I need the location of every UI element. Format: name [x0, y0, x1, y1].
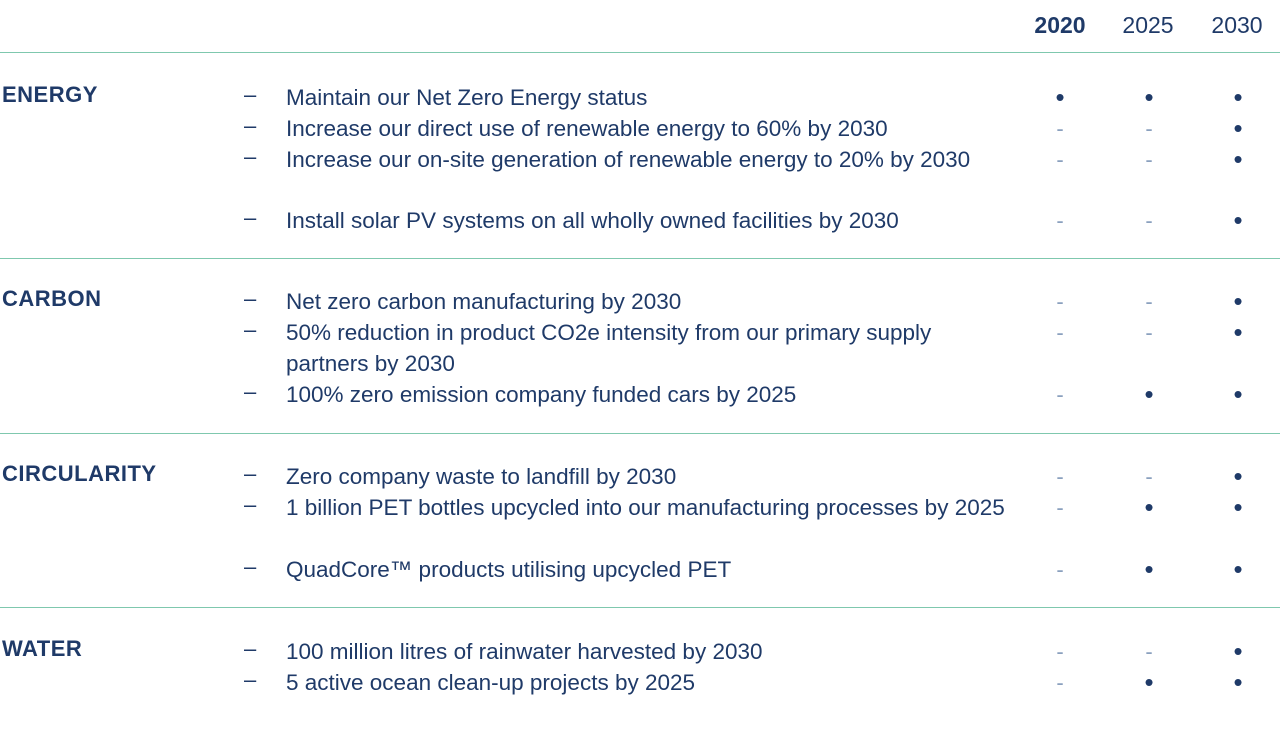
divider — [0, 607, 1280, 608]
status-2020: - — [1056, 670, 1064, 695]
status-2025: - — [1145, 639, 1153, 664]
divider — [0, 52, 1280, 53]
goal-text: 100% zero emission company funded cars b… — [286, 382, 797, 407]
status-2020: - — [1056, 495, 1064, 520]
dash-bullet: – — [244, 286, 257, 311]
goal-text: QuadCore™ products utilising upcycled PE… — [286, 557, 732, 582]
status-2030: • — [1233, 492, 1243, 522]
status-2030: • — [1233, 317, 1243, 347]
status-2025: • — [1144, 379, 1154, 409]
goal-text: Increase our direct use of renewable ene… — [286, 116, 888, 141]
status-2020: - — [1056, 464, 1064, 489]
status-2020: - — [1056, 382, 1064, 407]
goal-text: 5 active ocean clean-up projects by 2025 — [286, 670, 696, 695]
status-2020: - — [1056, 208, 1064, 233]
goal-text: Net zero carbon manufacturing by 2030 — [286, 289, 682, 314]
category-label: CIRCULARITY — [2, 461, 157, 486]
status-2030: • — [1233, 667, 1243, 697]
dash-bullet: – — [244, 636, 257, 661]
year-2020: 2020 — [1034, 12, 1086, 38]
category-label: CARBON — [2, 286, 102, 311]
dash-bullet: – — [244, 379, 257, 404]
status-2025: - — [1145, 208, 1153, 233]
divider — [0, 433, 1280, 434]
dash-bullet: – — [244, 144, 257, 169]
status-2020: - — [1056, 639, 1064, 664]
status-2025: - — [1145, 289, 1153, 314]
status-2030: • — [1233, 113, 1243, 143]
status-2020: - — [1056, 320, 1064, 345]
year-2025: 2025 — [1122, 12, 1174, 38]
dash-bullet: – — [244, 317, 257, 342]
year-2030: 2030 — [1211, 12, 1263, 38]
dash-bullet: – — [244, 82, 257, 107]
goal-text: Zero company waste to landfill by 2030 — [286, 464, 677, 489]
category-label: ENERGY — [2, 82, 98, 107]
status-2030: • — [1233, 554, 1243, 584]
category-label: WATER — [2, 636, 83, 661]
goal-text: Increase our on-site generation of renew… — [286, 147, 971, 172]
goal-text: 50% reduction in product CO2e intensity … — [286, 320, 932, 376]
year-header: 2020 2025 2030 — [0, 12, 1280, 46]
dash-bullet: – — [244, 554, 257, 579]
dash-bullet: – — [244, 492, 257, 517]
status-2025: - — [1145, 320, 1153, 345]
divider — [0, 258, 1280, 259]
status-2030: • — [1233, 144, 1243, 174]
status-2020: - — [1056, 116, 1064, 141]
status-2030: • — [1233, 286, 1243, 316]
dash-bullet: – — [244, 667, 257, 692]
goal-text: Maintain our Net Zero Energy status — [286, 85, 648, 110]
status-2020: - — [1056, 557, 1064, 582]
dash-bullet: – — [244, 461, 257, 486]
status-2025: • — [1144, 492, 1154, 522]
status-2025: • — [1144, 82, 1154, 112]
goal-text: 100 million litres of rainwater harveste… — [286, 639, 763, 664]
status-2025: - — [1145, 147, 1153, 172]
dash-bullet: – — [244, 113, 257, 138]
goal-text: Install solar PV systems on all wholly o… — [286, 208, 899, 233]
status-2020: - — [1056, 289, 1064, 314]
dash-bullet: – — [244, 205, 257, 230]
status-2025: - — [1145, 116, 1153, 141]
status-2030: • — [1233, 636, 1243, 666]
status-2020: • — [1055, 82, 1065, 112]
status-2020: - — [1056, 147, 1064, 172]
status-2025: • — [1144, 667, 1154, 697]
status-2030: • — [1233, 461, 1243, 491]
status-2030: • — [1233, 205, 1243, 235]
goal-text: 1 billion PET bottles upcycled into our … — [286, 495, 1005, 520]
status-2030: • — [1233, 379, 1243, 409]
status-2025: - — [1145, 464, 1153, 489]
status-2025: • — [1144, 554, 1154, 584]
status-2030: • — [1233, 82, 1243, 112]
